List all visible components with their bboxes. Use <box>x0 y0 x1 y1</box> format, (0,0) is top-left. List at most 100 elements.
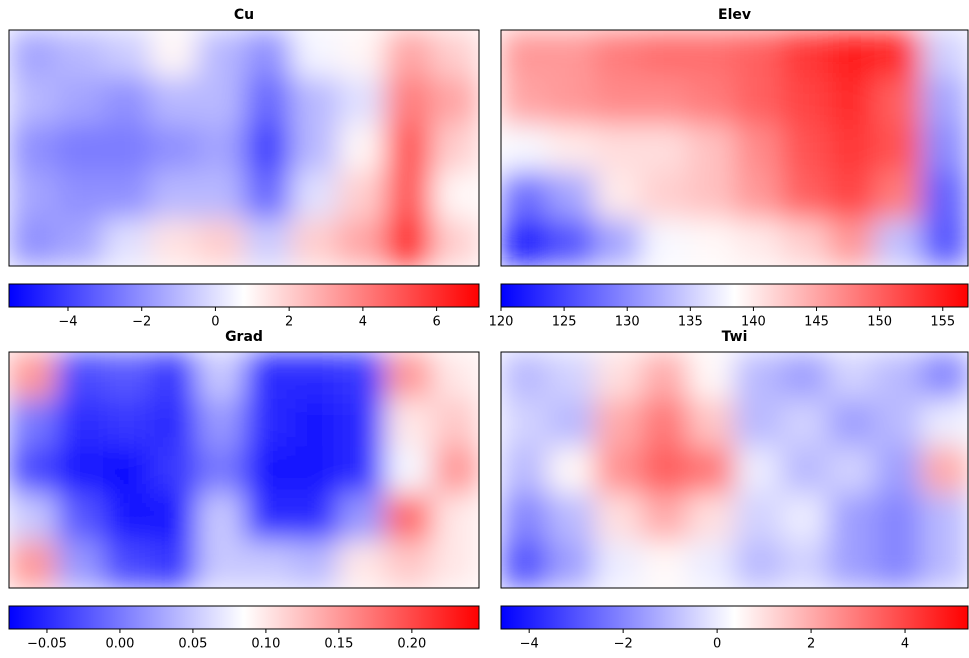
cell <box>432 541 480 589</box>
cell <box>594 219 641 267</box>
cell <box>688 124 735 172</box>
cell <box>548 219 595 267</box>
cell <box>828 30 875 78</box>
colorbar <box>9 284 479 307</box>
colorbar-tick-label: 0 <box>211 315 219 330</box>
cell <box>197 494 245 542</box>
cell <box>291 494 339 542</box>
cell <box>150 494 198 542</box>
cell <box>828 352 875 400</box>
cell <box>688 494 735 542</box>
cell <box>875 399 922 447</box>
cell <box>501 352 548 400</box>
cell <box>735 494 782 542</box>
cell <box>781 219 828 267</box>
colorbar-tick-label: 4 <box>901 637 909 652</box>
panel-title: Elev <box>718 7 751 23</box>
cell <box>244 446 292 494</box>
cell <box>291 77 339 125</box>
cell <box>548 399 595 447</box>
colorbar-tick-label: 130 <box>615 315 640 330</box>
cell <box>641 541 688 589</box>
cell <box>432 172 480 220</box>
cell <box>688 219 735 267</box>
colorbar-tick-label: 150 <box>867 315 892 330</box>
cell <box>781 494 828 542</box>
cell <box>921 399 968 447</box>
colorbar-tick-label: 0.10 <box>251 637 280 652</box>
cell <box>9 541 57 589</box>
cell <box>501 30 548 78</box>
cell <box>338 172 386 220</box>
cell <box>594 352 641 400</box>
cell <box>244 541 292 589</box>
colorbar-tick-label: 155 <box>930 315 955 330</box>
cell <box>9 172 57 220</box>
cell <box>291 124 339 172</box>
colorbar-tick-label: 2 <box>807 637 815 652</box>
cell <box>548 172 595 220</box>
colorbar-tick-label: 0.15 <box>324 637 353 652</box>
cell <box>9 352 57 400</box>
cell <box>385 541 433 589</box>
cell <box>291 30 339 78</box>
cell <box>56 77 104 125</box>
colorbar-tick-label: 2 <box>285 315 293 330</box>
cell <box>197 77 245 125</box>
cell <box>103 77 151 125</box>
heatmap <box>501 30 969 267</box>
cell <box>641 124 688 172</box>
colorbar-tick-label: 0.20 <box>397 637 426 652</box>
cell <box>548 77 595 125</box>
heatmap <box>9 30 480 267</box>
cell <box>735 446 782 494</box>
cell <box>338 219 386 267</box>
cell <box>641 77 688 125</box>
cell <box>150 172 198 220</box>
cell <box>828 172 875 220</box>
cell <box>641 219 688 267</box>
cell <box>103 124 151 172</box>
cell <box>688 77 735 125</box>
cell <box>291 399 339 447</box>
colorbar-tick-label: −2 <box>614 637 633 652</box>
cell <box>385 352 433 400</box>
cell <box>291 446 339 494</box>
cell <box>244 30 292 78</box>
cell <box>688 446 735 494</box>
cell <box>501 494 548 542</box>
cell <box>548 30 595 78</box>
cell <box>150 219 198 267</box>
colorbar <box>9 606 479 629</box>
cell <box>781 30 828 78</box>
cell <box>781 124 828 172</box>
cell <box>828 124 875 172</box>
cell <box>56 219 104 267</box>
cell <box>781 77 828 125</box>
cell <box>641 172 688 220</box>
cell <box>150 30 198 78</box>
cell <box>735 399 782 447</box>
cell <box>9 446 57 494</box>
cell <box>385 399 433 447</box>
cell <box>875 124 922 172</box>
cell <box>781 352 828 400</box>
cell <box>291 219 339 267</box>
colorbar-tick-label: 135 <box>678 315 703 330</box>
cell <box>781 541 828 589</box>
cell <box>828 77 875 125</box>
cell <box>688 30 735 78</box>
cell <box>103 541 151 589</box>
cell <box>244 399 292 447</box>
cell <box>338 399 386 447</box>
cell <box>385 124 433 172</box>
cell <box>9 219 57 267</box>
colorbar-tick-label: 6 <box>432 315 440 330</box>
cell <box>103 172 151 220</box>
cell <box>56 30 104 78</box>
cell <box>875 219 922 267</box>
cell <box>244 172 292 220</box>
cell <box>150 352 198 400</box>
cell <box>641 446 688 494</box>
colorbar-tick-label: −0.05 <box>27 637 67 652</box>
